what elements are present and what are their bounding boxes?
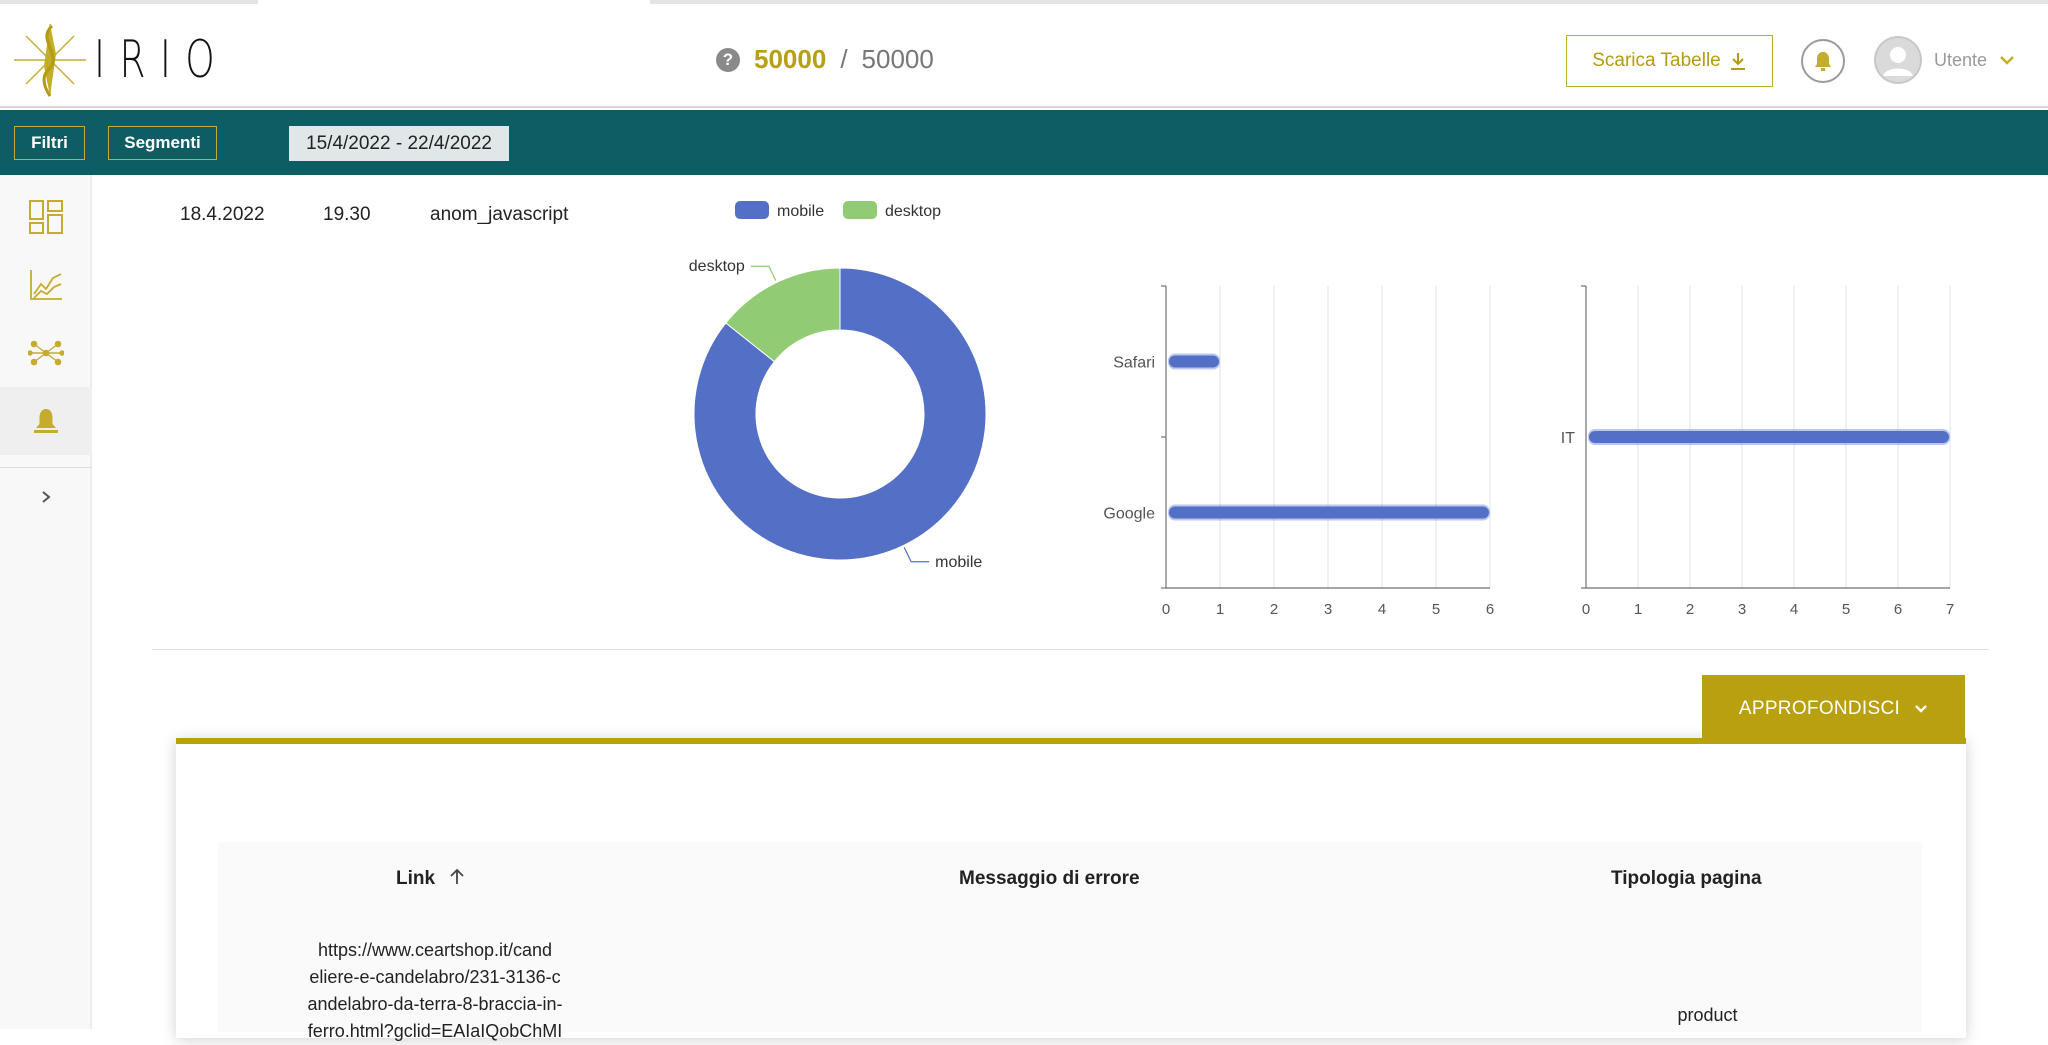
date-range-picker[interactable]: 15/4/2022 - 22/4/2022 [289, 126, 509, 161]
sidebar-item-alerts[interactable] [0, 387, 92, 455]
country-chart-x-tick: 6 [1894, 601, 1902, 618]
donut-label-desktop: desktop [689, 258, 745, 275]
sidebar-item-integrations[interactable] [0, 319, 92, 387]
chevron-right-icon [42, 491, 51, 503]
download-tables-button[interactable]: Scarica Tabelle [1566, 35, 1773, 87]
logo-text: IRIO [94, 30, 230, 90]
country-chart-x-tick: 1 [1634, 601, 1642, 618]
user-label: Utente [1934, 49, 1988, 70]
country-chart-category-label-IT: IT [1561, 430, 1575, 447]
quota-counter: ? 50000 / 50000 [716, 44, 934, 75]
country-chart-x-tick: 4 [1790, 601, 1798, 618]
dashboard-icon [29, 200, 63, 234]
source-chart-x-tick: 4 [1378, 601, 1386, 618]
segments-button[interactable]: Segmenti [108, 126, 217, 160]
column-header-label: Link [396, 868, 436, 889]
source-chart-x-tick: 3 [1324, 601, 1332, 618]
column-header-page-type[interactable]: Tipologia pagina [1611, 868, 1762, 889]
deepen-label: APPROFONDISCI [1738, 698, 1901, 719]
country-chart-x-tick: 5 [1842, 601, 1850, 618]
sidebar [0, 175, 92, 1029]
legend-label-desktop: desktop [885, 203, 941, 220]
avatar [1874, 36, 1922, 84]
link-line: eliere-e-candelabro/231-3136-c [309, 967, 561, 987]
deepen-button[interactable]: APPROFONDISCI [1702, 675, 1965, 743]
chevron-down-icon [1915, 705, 1927, 713]
source-chart-x-tick: 1 [1216, 601, 1224, 618]
chevron-down-icon [2000, 56, 2014, 65]
donut-slice-desktop [725, 267, 841, 363]
user-avatar-icon [1874, 36, 1922, 84]
network-icon [28, 340, 64, 366]
link-line: ferro.html?gclid=EAIaIQobChMI [307, 1021, 563, 1041]
row-date: 18.4.2022 [180, 204, 265, 225]
section-divider [152, 649, 1989, 650]
source-chart-category-label-Google: Google [1103, 506, 1155, 523]
line-chart-icon [30, 270, 62, 300]
legend-swatch-mobile [735, 201, 769, 219]
donut-label-mobile: mobile [935, 554, 982, 571]
country-chart-x-tick: 2 [1686, 601, 1694, 618]
source-chart-x-tick: 2 [1270, 601, 1278, 618]
country-chart-bar-IT [1589, 431, 1949, 443]
app-logo[interactable]: IRIO [12, 20, 282, 100]
column-header-link[interactable]: Link [396, 868, 466, 890]
row-time: 19.30 [323, 204, 371, 225]
filters-button[interactable]: Filtri [14, 126, 85, 160]
row-event: anom_javascript [430, 204, 569, 225]
legend-label-mobile: mobile [777, 203, 824, 220]
source-chart-bar-Safari [1169, 355, 1219, 368]
bell-icon [34, 409, 58, 433]
country-chart-x-tick: 0 [1582, 601, 1590, 618]
sidebar-item-analytics[interactable] [0, 251, 92, 319]
quota-separator: / [840, 44, 848, 74]
source-chart-x-tick: 6 [1486, 601, 1494, 618]
bell-icon [1815, 52, 1831, 71]
sidebar-item-dashboard[interactable] [0, 183, 92, 251]
logo-star-icon [14, 24, 86, 97]
user-menu[interactable]: Utente [1874, 36, 2015, 84]
donut-slice-mobile [693, 267, 987, 561]
source-chart-category-label-Safari: Safari [1113, 355, 1155, 372]
link-line: https://www.ceartshop.it/cand [317, 940, 553, 960]
help-icon[interactable]: ? [716, 47, 740, 72]
charts-area: mobile desktop mobile desktop 0 1 2 3 4 5 6 Safari G… [689, 201, 1954, 618]
country-chart-x-tick: 7 [1946, 601, 1954, 618]
source-chart-x-tick: 5 [1432, 601, 1440, 618]
filter-bar: Filtri Segmenti 15/4/2022 - 22/4/2022 [0, 110, 2048, 175]
top-header: IRIO ? 50000 / 50000 Scarica Tabelle Ute… [0, 0, 2048, 113]
sidebar-divider [0, 467, 92, 468]
source-chart-x-tick: 0 [1162, 601, 1170, 618]
quota-used: 50000 [754, 44, 827, 74]
header-tab-gap [258, 0, 650, 4]
quota-total: 50000 [861, 44, 934, 74]
notifications-button[interactable] [1801, 39, 1845, 83]
link-line: andelabro-da-terra-8-braccia-in- [307, 994, 563, 1014]
sidebar-expand-button[interactable] [0, 475, 92, 519]
legend-swatch-desktop [843, 201, 877, 219]
details-table [218, 842, 1922, 1032]
donut-callout-line-desktop [750, 265, 777, 281]
download-icon [1730, 53, 1745, 70]
column-header-error-message[interactable]: Messaggio di errore [959, 868, 1140, 889]
sort-ascending-icon[interactable] [448, 868, 466, 886]
country-chart-x-tick: 3 [1738, 601, 1746, 618]
donut-callout-line-mobile [903, 547, 930, 563]
source-chart-bar-Google [1169, 506, 1489, 519]
download-tables-label: Scarica Tabelle [1592, 50, 1721, 71]
table-cell-page-type: product [1677, 1005, 1738, 1025]
